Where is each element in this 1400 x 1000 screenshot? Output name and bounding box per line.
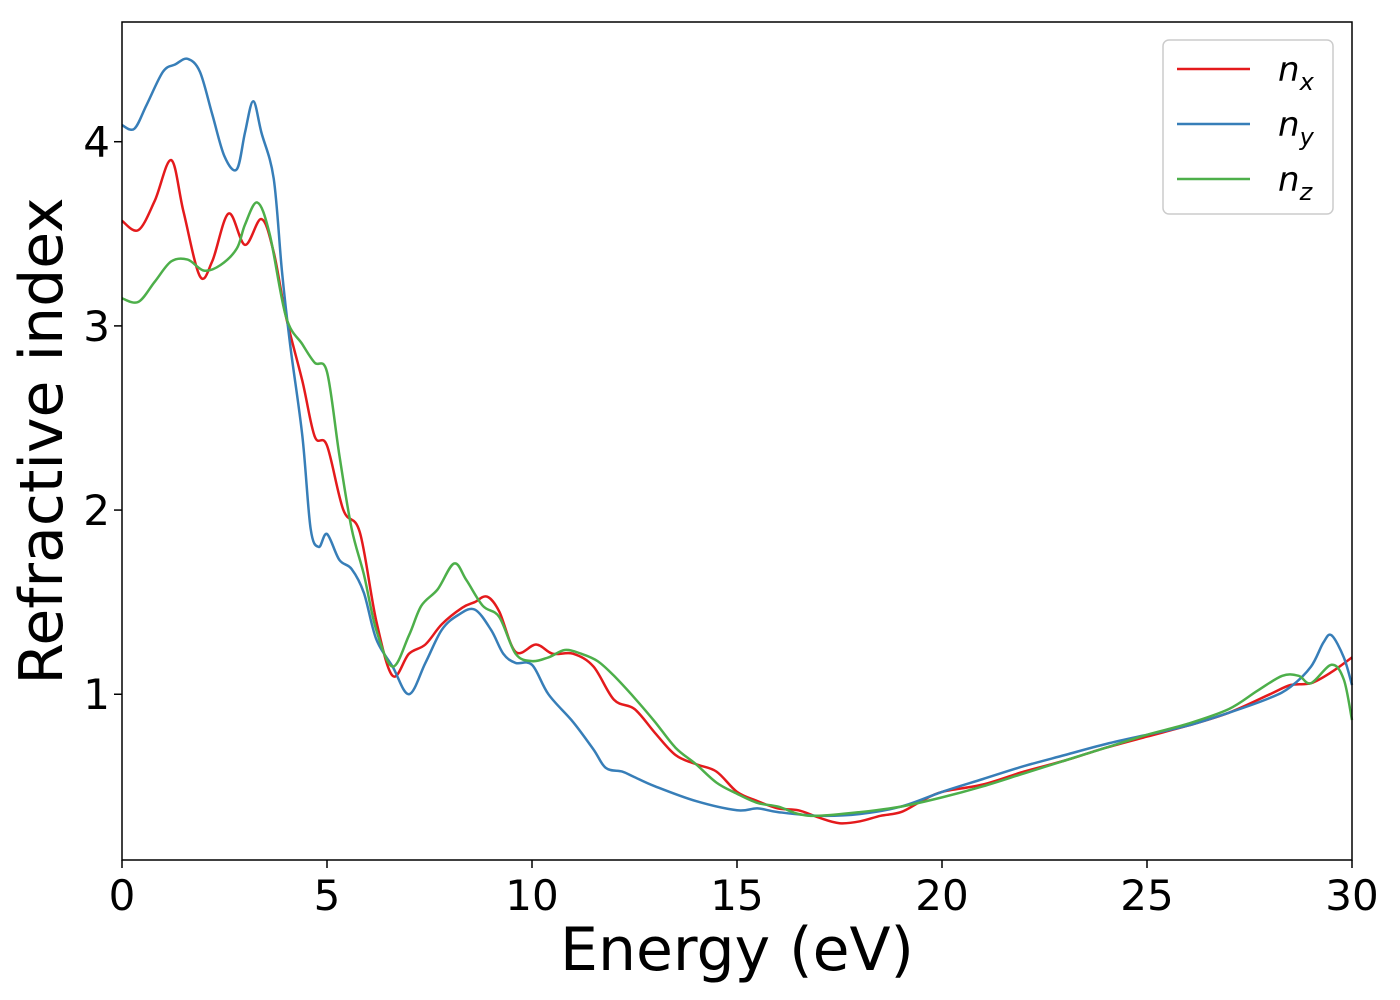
legend-label-ny: ny	[1278, 105, 1315, 151]
legend-label-nx: nx	[1278, 50, 1315, 96]
y-tick-label: 3	[83, 302, 110, 351]
x-tick-label: 25	[1120, 871, 1173, 920]
legend-label-subscript: x	[1299, 68, 1315, 96]
y-axis-ticks: 1 2 3 4	[83, 118, 122, 719]
legend-label-subscript: y	[1299, 123, 1315, 151]
x-axis-ticks: 0 5 10 15 20 25 30	[109, 860, 1379, 920]
x-tick-label: 30	[1325, 871, 1378, 920]
legend-label-base: n	[1278, 50, 1300, 90]
x-tick-label: 0	[109, 871, 136, 920]
legend-box	[1162, 39, 1334, 215]
x-tick-label: 15	[710, 871, 763, 920]
y-tick-label: 4	[83, 118, 110, 167]
legend-label-nz: nz	[1278, 160, 1314, 206]
series-lines	[121, 57, 1354, 825]
series-line-ny	[121, 57, 1354, 818]
series-line-nz	[121, 201, 1354, 818]
legend-label-base: n	[1278, 105, 1300, 145]
y-axis-title: Refractive index	[7, 197, 77, 684]
x-tick-label: 10	[505, 871, 558, 920]
x-tick-label: 20	[915, 871, 968, 920]
y-tick-label: 2	[83, 486, 110, 535]
plot-area	[122, 22, 1352, 860]
legend-label-base: n	[1278, 160, 1300, 200]
x-axis-title: Energy (eV)	[560, 915, 914, 985]
y-tick-label: 1	[83, 670, 110, 719]
legend-label-subscript: z	[1299, 178, 1314, 206]
x-tick-label: 5	[314, 871, 341, 920]
